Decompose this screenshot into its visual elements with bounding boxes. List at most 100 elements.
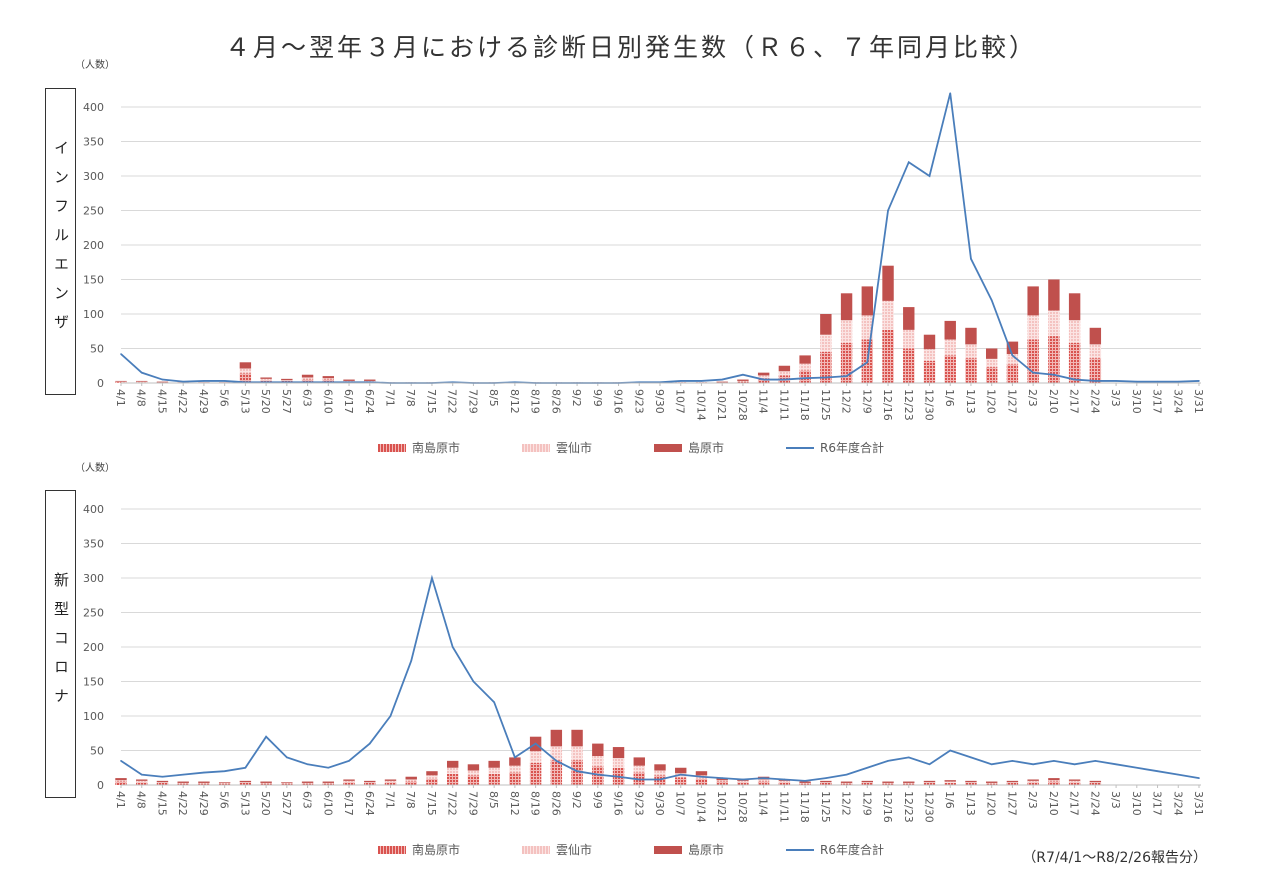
bar-minamishimabara — [509, 772, 521, 785]
bar-unzen — [301, 377, 314, 380]
legend-swatch — [377, 845, 406, 854]
bar-shimabara — [695, 771, 708, 776]
bar-unzen — [903, 782, 915, 784]
bar-shimabara — [301, 374, 314, 378]
x-tick-label: 7/22 — [446, 389, 459, 414]
x-tick-label: 7/29 — [466, 389, 479, 414]
x-tick-label: 6/10 — [321, 389, 334, 414]
x-tick-label: 4/15 — [155, 389, 168, 414]
x-tick-label: 8/19 — [529, 791, 542, 816]
bar-shimabara — [218, 782, 231, 783]
x-tick-label: 2/24 — [1088, 791, 1101, 816]
x-tick-label: 7/1 — [384, 389, 397, 407]
bar-unzen — [260, 782, 272, 784]
panel-label-box-influenza: インフルエンザ — [45, 88, 76, 395]
bar-shimabara — [1006, 780, 1019, 783]
bar-shimabara — [156, 780, 169, 783]
line-point — [244, 766, 247, 769]
bar-minamishimabara — [322, 379, 335, 383]
bar-minamishimabara — [840, 342, 853, 383]
bar-minamishimabara — [592, 766, 604, 785]
x-tick-label: 6/17 — [342, 389, 355, 414]
line-point — [825, 777, 827, 779]
x-tick-label: 12/23 — [902, 791, 915, 823]
bar-shimabara — [571, 729, 583, 747]
y-unit-label-covid: （人数） — [75, 463, 115, 474]
x-tick-label: 5/20 — [259, 389, 272, 414]
bar-shimabara — [1006, 341, 1019, 355]
bar-minamishimabara — [861, 782, 874, 785]
line-point — [742, 778, 744, 781]
legend-label: R6年度合計 — [820, 843, 885, 857]
bar-unzen — [1048, 780, 1060, 782]
y-tick-label: 400 — [83, 503, 104, 516]
bar-shimabara — [1089, 327, 1102, 345]
x-tick-label: 7/1 — [384, 791, 397, 809]
bar-shimabara — [260, 377, 272, 379]
bar-unzen — [260, 378, 272, 381]
bar-minamishimabara — [695, 778, 708, 785]
bar-minamishimabara — [944, 782, 956, 785]
bar-shimabara — [965, 780, 977, 783]
line-point — [990, 299, 993, 302]
bar-minamishimabara — [1068, 782, 1081, 785]
bar-unzen — [778, 780, 791, 783]
x-tick-label: 1/27 — [1005, 791, 1018, 816]
x-tick-label: 5/13 — [238, 791, 251, 816]
y-tick-label: 100 — [83, 308, 104, 321]
bar-unzen — [820, 782, 832, 783]
line-point — [990, 763, 993, 766]
line-point — [1136, 380, 1138, 383]
x-tick-label: 8/26 — [549, 389, 562, 414]
line-point — [804, 377, 806, 379]
bar-unzen — [944, 339, 956, 356]
line-point — [182, 773, 184, 776]
line-point — [203, 380, 205, 382]
x-tick-label: 1/27 — [1005, 389, 1018, 414]
bar-unzen — [1006, 782, 1019, 783]
bar-minamishimabara — [737, 782, 749, 785]
line-point — [286, 756, 288, 759]
bar-shimabara — [716, 778, 728, 781]
legend-covid: 南島原市 雲仙市 島原市 R6年度合計 — [0, 841, 1262, 858]
bar-unzen — [633, 765, 645, 773]
bar-minamishimabara — [944, 355, 956, 383]
x-tick-label: 6/3 — [301, 389, 314, 407]
x-tick-label: 7/15 — [425, 389, 438, 414]
x-tick-label: 3/17 — [1151, 389, 1164, 414]
bar-shimabara — [198, 781, 210, 783]
bar-unzen — [281, 380, 293, 381]
bar-minamishimabara — [985, 783, 998, 785]
x-tick-label: 4/1 — [114, 791, 127, 809]
line-point — [493, 701, 495, 703]
x-tick-label: 4/29 — [197, 791, 210, 816]
bar-unzen — [799, 782, 811, 784]
x-tick-label: 2/3 — [1026, 791, 1039, 809]
line-point — [1032, 371, 1034, 374]
bar-shimabara — [944, 780, 956, 782]
bar-unzen — [965, 344, 977, 359]
y-tick-label: 250 — [83, 607, 104, 620]
bar-shimabara — [737, 379, 749, 381]
line-point — [534, 742, 537, 745]
line-point — [638, 778, 641, 781]
bar-unzen — [861, 315, 874, 340]
bar-shimabara — [260, 781, 272, 783]
line-point — [140, 371, 143, 374]
x-tick-label: 6/10 — [321, 791, 334, 816]
bar-minamishimabara — [1027, 782, 1039, 785]
bar-shimabara — [840, 293, 853, 321]
bar-unzen — [1027, 780, 1039, 783]
legend-label: 島原市 — [688, 441, 725, 455]
bar-minamishimabara — [923, 360, 936, 383]
line-point — [970, 756, 972, 759]
x-tick-label: 6/17 — [342, 791, 355, 816]
bar-minamishimabara — [757, 378, 770, 383]
bar-unzen — [944, 781, 956, 783]
line-point — [431, 577, 433, 579]
x-tick-label: 12/23 — [902, 389, 915, 421]
x-tick-label: 10/14 — [694, 791, 707, 823]
line-point — [949, 749, 952, 752]
bar-unzen — [985, 358, 998, 368]
bar-shimabara — [115, 380, 127, 382]
